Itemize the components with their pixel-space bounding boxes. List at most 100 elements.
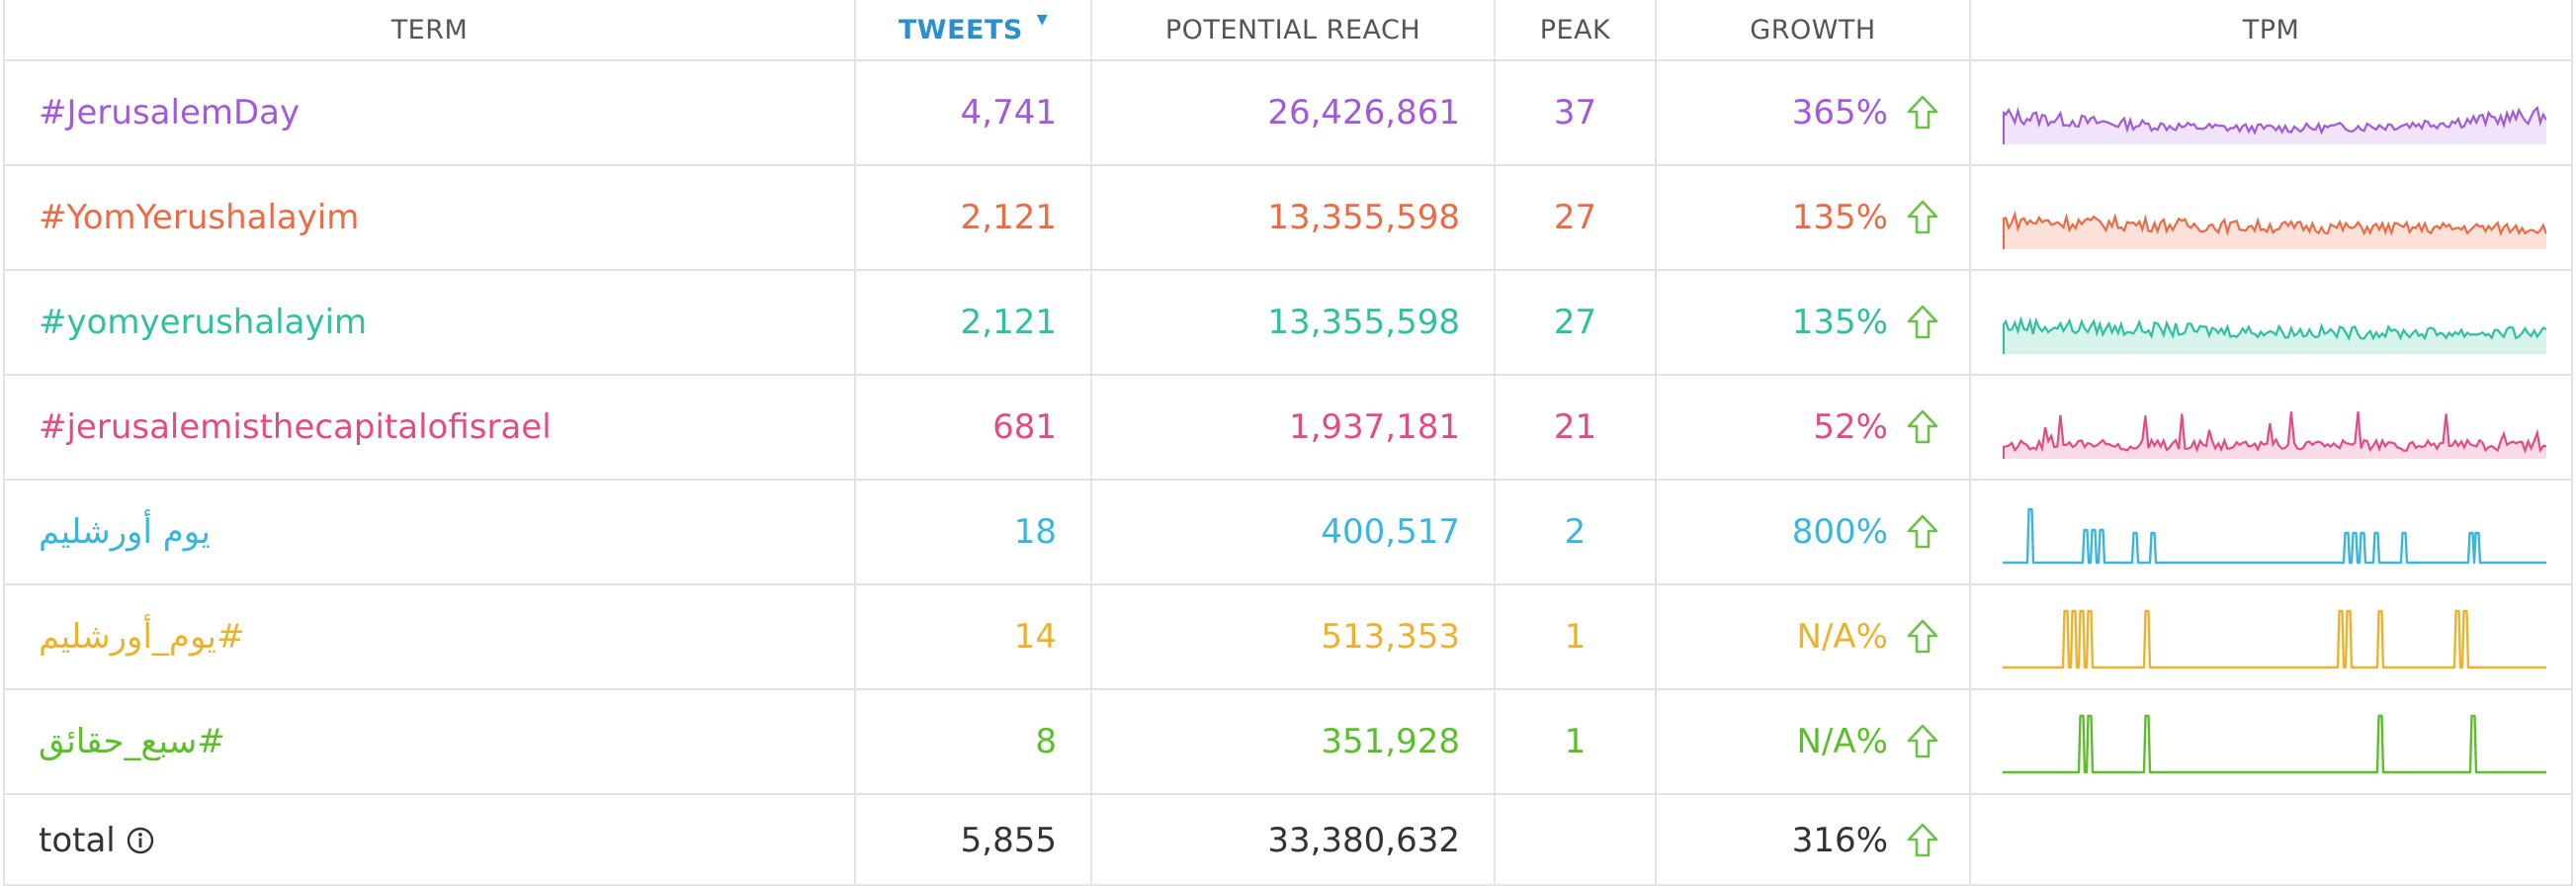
peak-value: 1 xyxy=(1496,690,1655,793)
arrow-up-icon xyxy=(1907,305,1938,339)
peak-value: 27 xyxy=(1496,166,1655,269)
tweets-value-text: 18 xyxy=(1013,512,1057,552)
tpm-sparkline xyxy=(2003,411,2546,459)
tweets-value: 4,741 xyxy=(856,61,1090,164)
header-term[interactable]: TERM xyxy=(5,0,854,59)
table-row[interactable]: #jerusalemisthecapitalofisrael 681 1,937,1… xyxy=(5,376,2571,481)
tpm-cell xyxy=(1971,271,2571,374)
tweets-value-text: 2,121 xyxy=(960,303,1057,342)
header-reach[interactable]: POTENTIAL REACH xyxy=(1092,0,1494,59)
header-tpm-label: TPM xyxy=(2242,14,2300,45)
peak-value: 27 xyxy=(1496,271,1655,374)
peak-value-text: 27 xyxy=(1553,303,1597,342)
reach-value: 13,355,598 xyxy=(1092,166,1494,269)
tpm-sparkline xyxy=(2003,609,2546,669)
tweets-value-text: 14 xyxy=(1013,617,1057,657)
tpm-cell xyxy=(1971,690,2571,793)
growth-value-text: 52% xyxy=(1813,407,1888,447)
tweets-value: 2,121 xyxy=(856,166,1090,269)
term-link[interactable]: #يوم_أورشليم xyxy=(5,585,854,688)
growth-value-text: 135% xyxy=(1791,303,1888,342)
growth-value-text: N/A% xyxy=(1796,722,1888,761)
total-label-text: total xyxy=(39,821,116,860)
reach-value-text: 1,937,181 xyxy=(1288,407,1460,447)
tpm-cell xyxy=(1971,376,2571,479)
arrow-up-icon xyxy=(1907,409,1938,444)
peak-value: 1 xyxy=(1496,585,1655,688)
arrow-up-icon xyxy=(1907,514,1938,549)
tpm-sparkline xyxy=(2003,507,2546,565)
reach-value-text: 13,355,598 xyxy=(1267,303,1460,342)
term-link-text: #yomyerushalayim xyxy=(39,303,368,342)
tweets-value: 14 xyxy=(856,585,1090,688)
tweets-value: 2,121 xyxy=(856,271,1090,374)
table-row[interactable]: يوم أورشليم 18 400,517 2 800% xyxy=(5,481,2571,585)
total-peak xyxy=(1496,795,1655,886)
peak-value-text: 1 xyxy=(1564,722,1587,761)
term-link[interactable]: #yomyerushalayim xyxy=(5,271,854,374)
tweets-value: 681 xyxy=(856,376,1090,479)
tpm-sparkline xyxy=(2003,210,2546,249)
sort-desc-caret-icon: ▼ xyxy=(1036,12,1049,28)
header-tweets[interactable]: TWEETS ▼ xyxy=(856,0,1090,59)
growth-value: 365% xyxy=(1657,61,1969,164)
table-row[interactable]: #yomyerushalayim 2,121 13,355,598 27 135% xyxy=(5,271,2571,376)
term-link-text: #jerusalemisthecapitalofisrael xyxy=(39,407,552,447)
tweets-value-text: 4,741 xyxy=(960,93,1057,133)
peak-value-text: 27 xyxy=(1553,198,1597,237)
growth-value: N/A% xyxy=(1657,690,1969,793)
reach-value: 13,355,598 xyxy=(1092,271,1494,374)
table-row[interactable]: #يوم_أورشليم 14 513,353 1 N/A% xyxy=(5,585,2571,690)
growth-value-text: 800% xyxy=(1791,512,1888,552)
header-term-label: TERM xyxy=(390,14,469,45)
term-link[interactable]: يوم أورشليم xyxy=(5,481,854,583)
tpm-cell xyxy=(1971,481,2571,583)
tpm-cell xyxy=(1971,166,2571,269)
total-reach-text: 33,380,632 xyxy=(1267,821,1460,860)
reach-value-text: 351,928 xyxy=(1321,722,1460,761)
reach-value: 513,353 xyxy=(1092,585,1494,688)
term-link-text: يوم أورشليم xyxy=(39,512,211,552)
table-row[interactable]: #YomYerushalayim 2,121 13,355,598 27 135% xyxy=(5,166,2571,271)
peak-value: 2 xyxy=(1496,481,1655,583)
reach-value: 400,517 xyxy=(1092,481,1494,583)
term-link-text: #JerusalemDay xyxy=(39,93,301,133)
total-tweets-text: 5,855 xyxy=(960,821,1057,860)
growth-value-text: 365% xyxy=(1791,93,1888,133)
peak-value-text: 2 xyxy=(1564,512,1587,552)
tweets-value-text: 2,121 xyxy=(960,198,1057,237)
reach-value-text: 13,355,598 xyxy=(1267,198,1460,237)
header-growth[interactable]: GROWTH xyxy=(1657,0,1969,59)
table-header: TERM TWEETS ▼ POTENTIAL REACH PEAK GROWT… xyxy=(5,0,2571,61)
tpm-cell xyxy=(1971,585,2571,688)
tpm-sparkline xyxy=(2003,315,2546,354)
term-link[interactable]: #سبع_حقائق xyxy=(5,690,854,793)
growth-value: 800% xyxy=(1657,481,1969,583)
header-tpm[interactable]: TPM xyxy=(1971,0,2571,59)
term-link[interactable]: #jerusalemisthecapitalofisrael xyxy=(5,376,854,479)
table-row[interactable]: #سبع_حقائق 8 351,928 1 N/A% xyxy=(5,690,2571,795)
tpm-sparkline xyxy=(2003,714,2546,774)
term-link[interactable]: #YomYerushalayim xyxy=(5,166,854,269)
reach-value: 26,426,861 xyxy=(1092,61,1494,164)
peak-value-text: 21 xyxy=(1553,407,1597,447)
tweets-value: 18 xyxy=(856,481,1090,583)
term-link[interactable]: #JerusalemDay xyxy=(5,61,854,164)
growth-value: 135% xyxy=(1657,166,1969,269)
header-peak[interactable]: PEAK xyxy=(1496,0,1655,59)
peak-value-text: 37 xyxy=(1553,93,1597,133)
header-reach-label: POTENTIAL REACH xyxy=(1164,14,1421,45)
header-tweets-label: TWEETS xyxy=(898,14,1023,45)
term-link-text: #سبع_حقائق xyxy=(39,722,225,761)
table-row[interactable]: #JerusalemDay 4,741 26,426,861 37 365% xyxy=(5,61,2571,166)
peak-value: 21 xyxy=(1496,376,1655,479)
term-link-text: #YomYerushalayim xyxy=(39,198,360,237)
arrow-up-icon xyxy=(1907,823,1938,857)
reach-value-text: 513,353 xyxy=(1321,617,1460,657)
info-icon[interactable] xyxy=(126,826,155,855)
header-peak-label: PEAK xyxy=(1539,14,1611,45)
growth-value-text: N/A% xyxy=(1796,617,1888,657)
total-growth: 316% xyxy=(1657,795,1969,886)
arrow-up-icon xyxy=(1907,619,1938,654)
tweets-value-text: 8 xyxy=(1035,722,1057,761)
